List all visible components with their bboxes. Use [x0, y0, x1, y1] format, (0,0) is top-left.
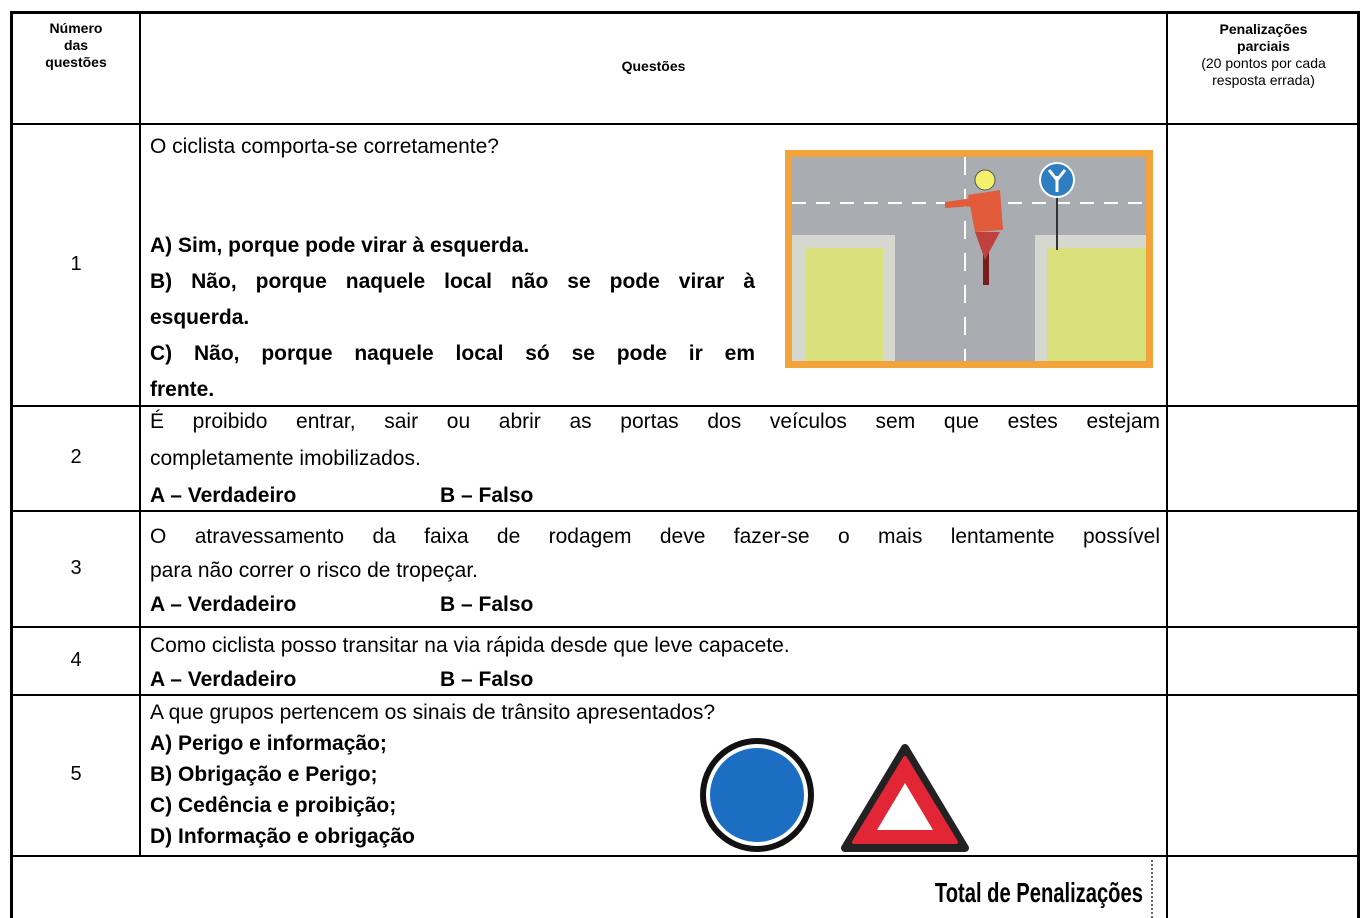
- question-text: Como ciclista posso transitar na via ráp…: [150, 634, 790, 657]
- question-text: completamente imobilizados.: [150, 447, 421, 470]
- answer-option: C) Cedência e proibição;: [150, 794, 397, 817]
- question-text: A que grupos pertencem os sinais de trân…: [150, 701, 716, 724]
- border: [10, 11, 1360, 14]
- question-text: para não correr o risco de tropeçar.: [150, 559, 479, 582]
- border: [10, 694, 1360, 696]
- bicycle-illustration: [785, 150, 1153, 368]
- answer-option: C) Não, porque naquele local só se pode …: [150, 342, 755, 365]
- answer-option: D) Informação e obrigação: [150, 825, 415, 848]
- border: [10, 123, 1360, 125]
- border: [10, 510, 1360, 512]
- answer-option: B) Não, porque naquele local não se pode…: [150, 270, 755, 293]
- question-text: O ciclista comporta-se corretamente?: [150, 135, 499, 158]
- question-number: 1: [70, 252, 82, 275]
- answer-option: A – Verdadeiro: [150, 593, 297, 616]
- question-number: 3: [70, 556, 82, 579]
- border: [10, 855, 1360, 857]
- answer-option: A) Perigo e informação;: [150, 732, 387, 755]
- question-text: É proibido entrar, sair ou abrir as port…: [150, 410, 1160, 433]
- traffic-signs: [700, 738, 969, 852]
- border: [1357, 11, 1360, 918]
- border: [139, 12, 141, 855]
- header-penalties: Penalizações parciais: [1219, 21, 1308, 54]
- header-cell: Número das questões: [12, 20, 140, 71]
- dotted-divider: [1151, 855, 1153, 918]
- header-cell: Penalizações parciais (20 pontos por cad…: [1169, 21, 1358, 89]
- question-number: 5: [70, 763, 82, 785]
- question-text: O atravessamento da faixa de rodagem dev…: [150, 525, 1160, 548]
- answer-option: frente.: [150, 378, 215, 401]
- answer-option: A – Verdadeiro: [150, 484, 297, 507]
- answer-option: B – Falso: [440, 484, 534, 507]
- total-cell: Total de Penalizações: [600, 868, 1143, 918]
- border: [10, 626, 1360, 628]
- answer-option: A – Verdadeiro: [150, 668, 297, 691]
- question-number: 4: [70, 648, 82, 671]
- border: [1166, 12, 1168, 918]
- answer-option: B – Falso: [440, 593, 534, 616]
- total-label: Total de Penalizações: [934, 877, 1143, 908]
- answer-option: esquerda.: [150, 306, 250, 329]
- border: [10, 11, 13, 918]
- header-note: (20 pontos por cada resposta errada): [1201, 55, 1326, 88]
- answer-option: B – Falso: [440, 668, 534, 691]
- header-questions: Questões: [621, 58, 686, 74]
- answer-option: A) Sim, porque pode virar à esquerda.: [150, 234, 530, 257]
- question-number: 2: [70, 446, 82, 468]
- answer-option: B) Obrigação e Perigo;: [150, 763, 378, 786]
- border: [10, 405, 1360, 407]
- header-number: Número das questões: [45, 20, 107, 70]
